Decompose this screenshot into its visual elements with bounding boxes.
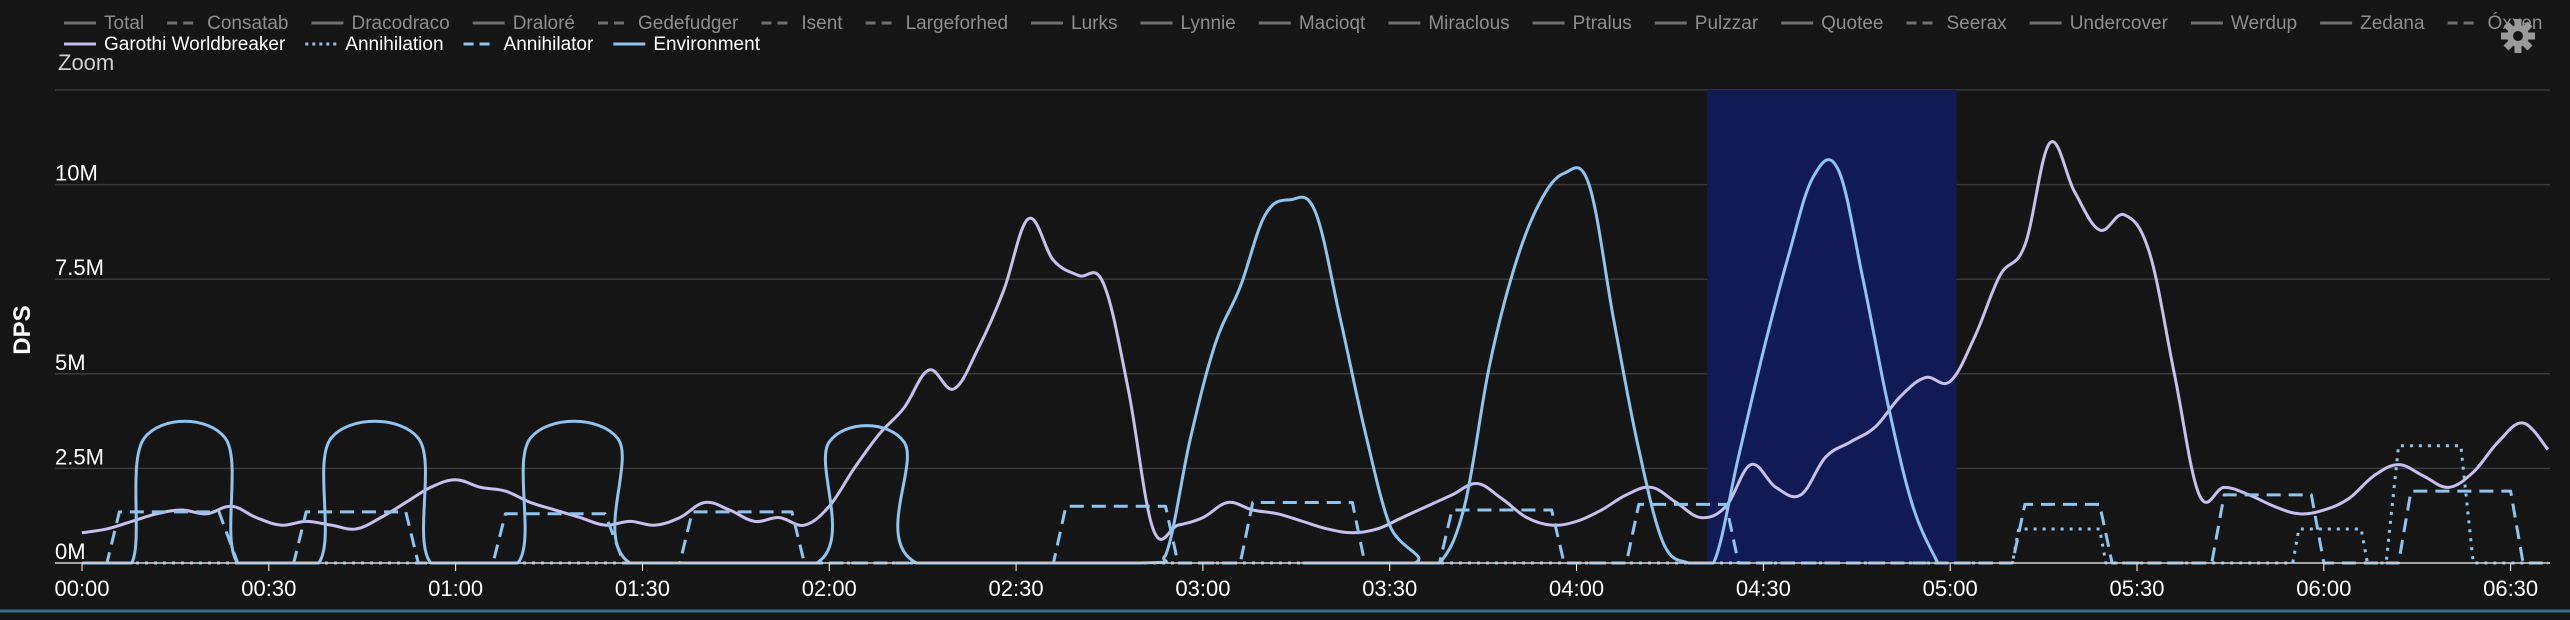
x-tick-label: 00:30 bbox=[241, 576, 296, 601]
x-tick-label: 04:00 bbox=[1549, 576, 1604, 601]
x-tick-label: 05:00 bbox=[1923, 576, 1978, 601]
series-line[interactable] bbox=[82, 444, 2548, 565]
series-line[interactable] bbox=[82, 489, 2548, 565]
series-layer bbox=[81, 140, 2550, 565]
y-tick-label: 7.5M bbox=[55, 255, 104, 280]
legend-item[interactable]: Largeforhed bbox=[906, 13, 1008, 34]
legend-item[interactable]: Annihilation bbox=[345, 34, 443, 55]
selected-range[interactable] bbox=[1707, 90, 1957, 563]
legend-item[interactable]: Seerax bbox=[1946, 13, 2007, 34]
x-tick-label: 04:30 bbox=[1736, 576, 1791, 601]
legend-item[interactable]: Consatab bbox=[207, 13, 288, 34]
legend-item[interactable]: Annihilator bbox=[504, 34, 594, 55]
grid-layer bbox=[55, 89, 2550, 564]
legend-item[interactable]: Dracodraco bbox=[351, 13, 449, 34]
legend-item[interactable]: Lynnie bbox=[1181, 13, 1236, 34]
selected-range-layer bbox=[1707, 90, 1957, 563]
legend-item[interactable]: Miraclous bbox=[1428, 13, 1509, 34]
y-tick-label: 0M bbox=[55, 539, 86, 564]
legend-item[interactable]: Zedana bbox=[2360, 13, 2425, 34]
x-tick-label: 03:00 bbox=[1175, 576, 1230, 601]
axis-layer: 0M 2.5M 5M 7.5M 10M 00:00 00:30 01:00 01:30 02:00… bbox=[0, 161, 2570, 613]
y-axis-title: DPS bbox=[9, 305, 36, 354]
series-line[interactable] bbox=[81, 140, 2550, 541]
legend-item[interactable]: Environment bbox=[653, 34, 760, 55]
legend-item[interactable]: Garothi Worldbreaker bbox=[104, 34, 286, 55]
y-tick-label: 2.5M bbox=[55, 444, 104, 469]
legend-item[interactable]: Macioqt bbox=[1299, 13, 1366, 34]
legend-item[interactable]: Quotee bbox=[1821, 13, 1883, 34]
x-tick-label: 05:30 bbox=[2109, 576, 2164, 601]
legend-item[interactable]: Lurks bbox=[1071, 13, 1117, 34]
x-tick-label: 02:00 bbox=[802, 576, 857, 601]
x-tick-label: 02:30 bbox=[989, 576, 1044, 601]
zoom-label[interactable]: Zoom bbox=[58, 50, 114, 75]
legend[interactable]: Total Consatab Dracodraco Draloré Gedefudger… bbox=[64, 12, 2542, 55]
legend-item[interactable]: Undercover bbox=[2070, 13, 2169, 34]
y-tick-label: 10M bbox=[55, 161, 98, 186]
series-line[interactable] bbox=[81, 158, 1940, 565]
x-tick-label: 06:30 bbox=[2483, 576, 2538, 601]
x-tick-label: 00:00 bbox=[54, 576, 109, 601]
x-tick-label: 06:00 bbox=[2296, 576, 2351, 601]
y-tick-label: 5M bbox=[55, 350, 86, 375]
legend-item[interactable]: Gedefudger bbox=[638, 13, 739, 34]
legend-item[interactable]: Pulzzar bbox=[1695, 13, 1759, 34]
legend-item[interactable]: Ptralus bbox=[1573, 13, 1632, 34]
legend-item[interactable]: Isent bbox=[801, 13, 843, 34]
x-tick-label: 01:00 bbox=[428, 576, 483, 601]
legend-item[interactable]: Total bbox=[104, 13, 144, 34]
x-tick-label: 03:30 bbox=[1362, 576, 1417, 601]
x-tick-label: 01:30 bbox=[615, 576, 670, 601]
legend-item[interactable]: Draloré bbox=[513, 13, 575, 34]
legend-item[interactable]: Werdup bbox=[2231, 13, 2297, 34]
gear-icon[interactable] bbox=[2501, 19, 2535, 53]
